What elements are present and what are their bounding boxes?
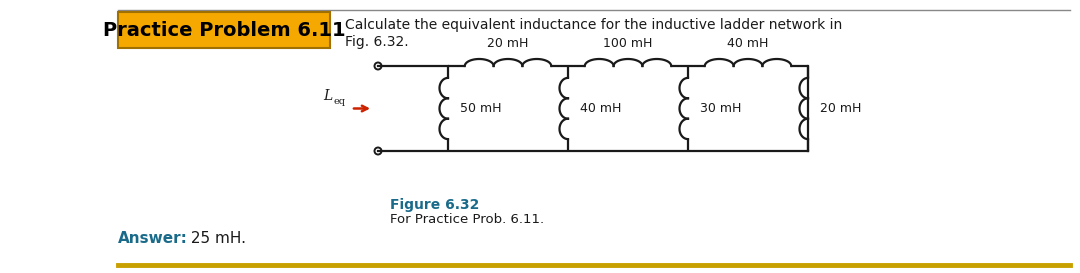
Text: Figure 6.32: Figure 6.32 (390, 198, 480, 212)
Text: eq: eq (333, 97, 345, 106)
Text: 50 mH: 50 mH (460, 102, 501, 115)
Text: 30 mH: 30 mH (700, 102, 741, 115)
Text: Practice Problem 6.11: Practice Problem 6.11 (103, 20, 346, 40)
Text: For Practice Prob. 6.11.: For Practice Prob. 6.11. (390, 213, 544, 226)
Text: Answer:: Answer: (118, 231, 188, 246)
Text: 40 mH: 40 mH (580, 102, 621, 115)
Text: 40 mH: 40 mH (727, 37, 769, 50)
Text: L: L (323, 88, 333, 102)
Text: Fig. 6.32.: Fig. 6.32. (345, 35, 408, 49)
FancyBboxPatch shape (118, 12, 330, 48)
Text: 25 mH.: 25 mH. (186, 231, 246, 246)
Text: 20 mH: 20 mH (820, 102, 862, 115)
Text: 100 mH: 100 mH (604, 37, 652, 50)
Text: Calculate the equivalent inductance for the inductive ladder network in: Calculate the equivalent inductance for … (345, 18, 842, 32)
Text: 20 mH: 20 mH (487, 37, 529, 50)
